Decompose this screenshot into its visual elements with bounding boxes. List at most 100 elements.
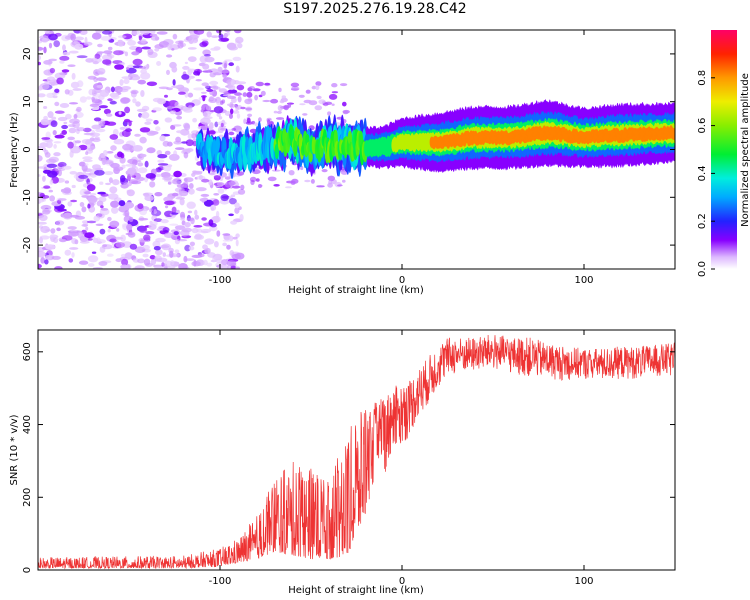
noise-blob bbox=[102, 59, 112, 65]
colorbar-ticks: 0.0 0.2 0.4 0.6 0.8 bbox=[697, 70, 715, 277]
noise-blob bbox=[141, 105, 150, 112]
noise-blob bbox=[226, 265, 231, 269]
noise-blob bbox=[164, 117, 173, 123]
y-tick-label: 600 bbox=[22, 342, 33, 361]
noise-blob bbox=[172, 124, 182, 127]
noise-blob bbox=[308, 100, 318, 106]
noise-blob bbox=[145, 118, 153, 122]
noise-blob bbox=[171, 66, 178, 73]
noise-blob bbox=[70, 146, 82, 154]
noise-blob bbox=[209, 172, 215, 176]
chart-title: S197.2025.276.19.28.C42 bbox=[283, 1, 467, 17]
noise-blob bbox=[216, 230, 221, 237]
noise-blob bbox=[172, 180, 182, 185]
noise-blob bbox=[245, 106, 253, 112]
noise-blob bbox=[202, 244, 208, 250]
noise-blob bbox=[76, 127, 86, 132]
noise-blob bbox=[105, 121, 117, 126]
noise-blob bbox=[48, 189, 53, 193]
noise-blob bbox=[54, 101, 60, 107]
noise-blob bbox=[230, 79, 236, 85]
noise-blob bbox=[162, 252, 166, 257]
colorbar-tick-label: 0.8 bbox=[697, 70, 708, 86]
noise-blob bbox=[52, 130, 57, 136]
noise-blob bbox=[140, 153, 147, 158]
noise-blob bbox=[126, 223, 133, 231]
noise-blob bbox=[136, 176, 145, 182]
noise-blob bbox=[276, 110, 282, 114]
noise-blob bbox=[120, 264, 129, 269]
noise-blob bbox=[191, 227, 199, 234]
noise-blob bbox=[92, 93, 102, 98]
noise-blob bbox=[234, 252, 245, 260]
noise-blob bbox=[72, 88, 82, 91]
noise-blob bbox=[121, 258, 129, 266]
noise-blob bbox=[59, 238, 67, 243]
noise-blob bbox=[168, 153, 180, 161]
noise-blob bbox=[74, 140, 81, 144]
noise-blob bbox=[64, 249, 72, 256]
noise-blob bbox=[164, 94, 168, 98]
noise-blob bbox=[242, 92, 248, 97]
noise-blob bbox=[64, 180, 70, 184]
noise-blob bbox=[51, 255, 61, 260]
noise-blob bbox=[188, 36, 194, 45]
noise-blob bbox=[143, 258, 151, 266]
noise-blob bbox=[220, 194, 229, 202]
snr-panel: -100 0 100 0 200 400 600 Height of straight l… bbox=[9, 329, 676, 596]
noise-blob bbox=[107, 46, 113, 51]
noise-blob bbox=[220, 69, 230, 74]
noise-blob bbox=[67, 141, 74, 149]
noise-blob bbox=[260, 90, 266, 96]
noise-blob bbox=[180, 128, 190, 136]
noise-blob bbox=[83, 132, 95, 136]
noise-blob bbox=[331, 103, 335, 106]
noise-blob bbox=[189, 241, 195, 247]
noise-blob bbox=[95, 223, 104, 226]
noise-blob bbox=[199, 55, 208, 63]
noise-blob bbox=[232, 110, 240, 114]
noise-blob bbox=[81, 224, 88, 227]
noise-blob bbox=[38, 263, 42, 269]
noise-blob bbox=[120, 253, 127, 258]
noise-blob bbox=[166, 69, 170, 75]
noise-blob bbox=[331, 91, 339, 94]
noise-blob bbox=[62, 51, 71, 56]
noise-blob bbox=[163, 164, 172, 172]
noise-blob bbox=[87, 204, 91, 209]
noise-blob bbox=[79, 188, 89, 196]
noise-blob bbox=[43, 106, 48, 109]
noise-blob bbox=[44, 259, 49, 265]
noise-blob bbox=[234, 202, 240, 209]
noise-blob bbox=[119, 126, 126, 130]
noise-blob bbox=[45, 244, 56, 250]
noise-blob bbox=[229, 113, 233, 119]
noise-blob bbox=[154, 192, 163, 197]
noise-blob bbox=[152, 240, 161, 248]
ridge-blob bbox=[308, 151, 313, 163]
noise-blob bbox=[89, 192, 97, 196]
spectrogram-x-axis: -100 0 100 bbox=[209, 30, 594, 286]
noise-blob bbox=[40, 257, 46, 264]
noise-blob bbox=[227, 84, 236, 91]
noise-blob bbox=[163, 176, 173, 181]
noise-blob bbox=[71, 184, 76, 189]
noise-blob bbox=[236, 84, 245, 91]
noise-blob bbox=[184, 222, 191, 228]
noise-blob bbox=[171, 48, 175, 51]
noise-blob bbox=[106, 113, 113, 117]
noise-blob bbox=[315, 81, 322, 86]
noise-blob bbox=[213, 46, 221, 51]
noise-blob bbox=[222, 239, 232, 242]
noise-blob bbox=[110, 200, 119, 208]
noise-blob bbox=[340, 83, 348, 87]
ridge-blob bbox=[293, 136, 298, 157]
noise-blob bbox=[55, 220, 65, 226]
noise-blob bbox=[218, 116, 223, 120]
noise-blob bbox=[118, 111, 122, 115]
noise-blob bbox=[191, 133, 197, 139]
noise-blob bbox=[38, 85, 43, 91]
noise-blob bbox=[175, 136, 182, 143]
noise-blob bbox=[117, 40, 124, 47]
